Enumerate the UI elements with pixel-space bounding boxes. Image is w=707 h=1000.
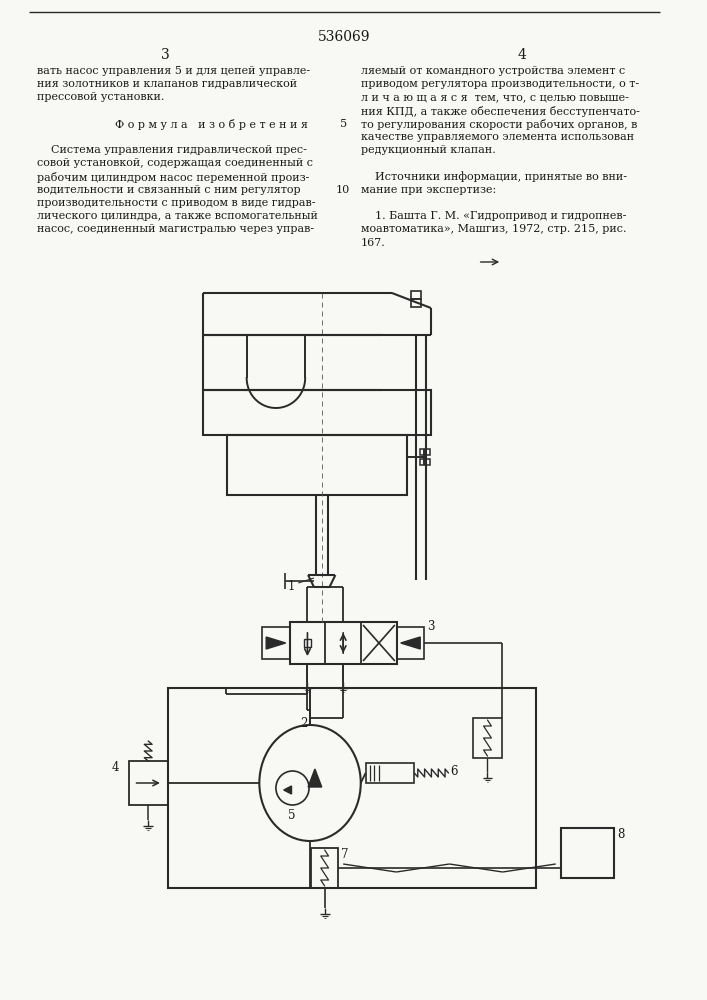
Text: ния золотников и клапанов гидравлической: ния золотников и клапанов гидравлической <box>37 79 297 89</box>
Bar <box>311 848 339 888</box>
Text: лического цилиндра, а также вспомогательный: лического цилиндра, а также вспомогатель… <box>37 211 318 221</box>
Text: 7: 7 <box>341 848 349 861</box>
Text: 6: 6 <box>450 765 458 778</box>
Bar <box>203 390 431 435</box>
Text: производительности с приводом в виде гидрав-: производительности с приводом в виде гид… <box>37 198 315 208</box>
Bar <box>420 449 430 455</box>
Text: 167.: 167. <box>361 238 385 248</box>
Bar <box>366 763 414 783</box>
Bar <box>227 435 407 495</box>
Text: 4: 4 <box>517 48 526 62</box>
Text: то регулирования скорости рабочих органов, в: то регулирования скорости рабочих органо… <box>361 119 637 130</box>
Polygon shape <box>266 637 286 649</box>
Text: 10: 10 <box>336 185 350 195</box>
Text: 8: 8 <box>617 828 624 841</box>
Polygon shape <box>401 637 420 649</box>
Bar <box>411 299 421 307</box>
Bar <box>168 688 536 888</box>
Text: Ф о р м у л а   и з о б р е т е н и я: Ф о р м у л а и з о б р е т е н и я <box>115 119 308 130</box>
Text: приводом регулятора производительности, о т-: приводом регулятора производительности, … <box>361 79 639 89</box>
Bar <box>420 459 430 465</box>
Bar <box>262 627 290 659</box>
Text: ния КПД, а также обеспечения бесступенчато-: ния КПД, а также обеспечения бесступенча… <box>361 106 640 117</box>
Text: 5: 5 <box>288 809 295 822</box>
Text: Источники информации, принятые во вни-: Источники информации, принятые во вни- <box>361 172 626 182</box>
Text: 1: 1 <box>288 580 295 593</box>
Text: 4: 4 <box>111 761 119 774</box>
Text: 1. Башта Г. М. «Гидропривод и гидропнев-: 1. Башта Г. М. «Гидропривод и гидропнев- <box>361 211 626 221</box>
Bar <box>303 639 311 647</box>
Bar <box>561 828 614 878</box>
Text: 2: 2 <box>300 717 308 730</box>
Text: ляемый от командного устройства элемент с: ляемый от командного устройства элемент … <box>361 66 625 76</box>
Bar <box>397 627 424 659</box>
Bar <box>129 761 168 805</box>
Text: качестве управляемого элемента использован: качестве управляемого элемента использов… <box>361 132 634 142</box>
Text: 3: 3 <box>427 620 435 633</box>
Text: рабочим цилиндром насос переменной произ-: рабочим цилиндром насос переменной произ… <box>37 172 310 183</box>
Text: 536069: 536069 <box>318 30 370 44</box>
Text: 5: 5 <box>339 119 346 129</box>
Bar <box>473 718 502 758</box>
Text: мание при экспертизе:: мание при экспертизе: <box>361 185 496 195</box>
Polygon shape <box>284 786 291 794</box>
Text: моавтоматика», Машгиз, 1972, стр. 215, рис.: моавтоматика», Машгиз, 1972, стр. 215, р… <box>361 224 626 234</box>
Text: Система управления гидравлической прес-: Система управления гидравлической прес- <box>37 145 307 155</box>
Text: водительности и связанный с ним регулятор: водительности и связанный с ним регулято… <box>37 185 300 195</box>
Text: 3: 3 <box>161 48 170 62</box>
Text: редукционный клапан.: редукционный клапан. <box>361 145 496 155</box>
Text: совой установкой, содержащая соединенный с: совой установкой, содержащая соединенный… <box>37 158 313 168</box>
Polygon shape <box>308 769 322 787</box>
Bar <box>290 622 397 664</box>
Text: вать насос управления 5 и для цепей управле-: вать насос управления 5 и для цепей упра… <box>37 66 310 76</box>
Text: прессовой установки.: прессовой установки. <box>37 92 165 102</box>
Text: насос, соединенный магистралью через управ-: насос, соединенный магистралью через упр… <box>37 224 314 234</box>
Bar <box>411 291 421 299</box>
Text: л и ч а ю щ а я с я  тем, что, с целью повыше-: л и ч а ю щ а я с я тем, что, с целью по… <box>361 92 629 102</box>
